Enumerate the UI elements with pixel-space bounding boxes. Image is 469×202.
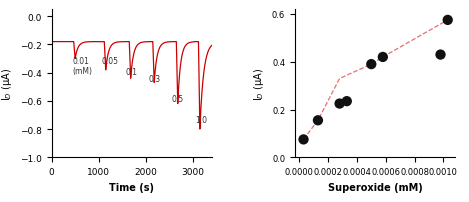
Point	[368, 63, 375, 66]
Point	[379, 56, 386, 59]
Y-axis label: I$_D$ (μA): I$_D$ (μA)	[0, 67, 15, 100]
Point	[336, 102, 343, 106]
Point	[300, 138, 307, 141]
Point	[314, 119, 322, 122]
Point	[444, 19, 452, 22]
Text: 0.3: 0.3	[149, 75, 161, 84]
Text: 0.01
(mM): 0.01 (mM)	[72, 56, 92, 76]
Point	[343, 100, 350, 103]
X-axis label: Time (s): Time (s)	[109, 182, 154, 192]
X-axis label: Superoxide (mM): Superoxide (mM)	[327, 182, 422, 192]
Text: 0.1: 0.1	[126, 68, 137, 77]
Text: 1.0: 1.0	[195, 115, 207, 124]
Text: 0.5: 0.5	[171, 94, 183, 103]
Y-axis label: I$_D$ (μA): I$_D$ (μA)	[252, 67, 266, 100]
Point	[437, 54, 444, 57]
Text: 0.05: 0.05	[101, 56, 119, 65]
